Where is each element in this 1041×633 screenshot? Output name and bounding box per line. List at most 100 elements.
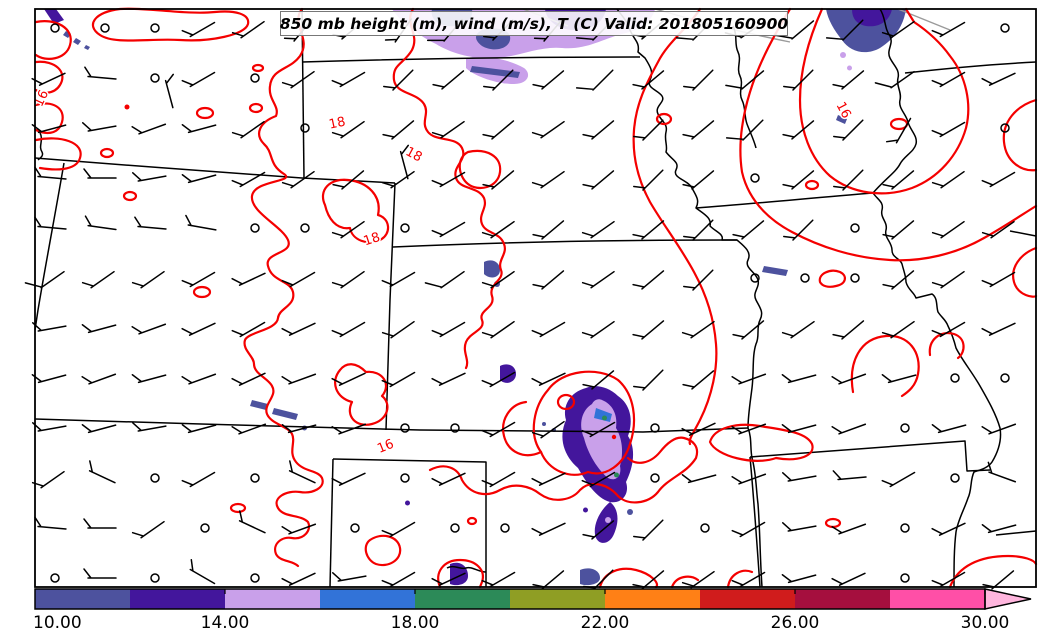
barb-glyph — [431, 171, 466, 188]
wind-barb — [981, 271, 1016, 288]
temp-contour-oval — [229, 502, 247, 514]
barb-glyph — [581, 421, 616, 438]
wind-barb — [181, 71, 216, 88]
barb-glyph — [981, 523, 1017, 534]
wind-barb — [131, 323, 167, 335]
calm-wind-circle — [700, 523, 710, 533]
temp-contour — [1012, 246, 1038, 298]
barb-glyph — [782, 522, 817, 532]
wind-barb — [300, 223, 310, 233]
barb-glyph — [31, 470, 65, 489]
wind-barb — [81, 270, 115, 289]
barb-glyph — [432, 70, 465, 90]
barb-glyph — [481, 421, 516, 438]
temp-contour — [850, 334, 920, 398]
state-border — [34, 157, 396, 184]
wind-barb — [783, 219, 814, 241]
map-frame-rect — [34, 8, 1037, 588]
barb-glyph — [782, 120, 815, 140]
river-border — [37, 132, 44, 161]
barb-glyph — [832, 70, 865, 90]
map-frame — [34, 8, 1037, 588]
barb-glyph — [181, 322, 216, 336]
barb-glyph — [882, 270, 915, 290]
precip-blob — [581, 399, 623, 480]
wind-barb — [450, 423, 460, 433]
barb-glyph — [931, 423, 967, 434]
barb-glyph — [682, 370, 715, 390]
barb-glyph — [831, 523, 867, 535]
barb-glyph — [682, 170, 715, 190]
wind-barb — [700, 523, 710, 533]
barb-glyph — [885, 117, 912, 144]
temp-contour — [392, 7, 506, 370]
barb-glyph — [82, 122, 117, 132]
barb-glyph — [83, 568, 117, 579]
barb-glyph — [331, 71, 366, 88]
wind-barb — [981, 220, 1015, 239]
wind-barb — [300, 123, 310, 133]
barb-glyph — [683, 219, 714, 241]
barb-glyph — [632, 270, 665, 290]
wind-barb — [231, 20, 265, 39]
precip-blob — [272, 408, 298, 420]
barb-glyph — [331, 220, 365, 239]
wind-barb — [83, 518, 117, 529]
wind-barb — [481, 270, 515, 289]
barb-glyph — [481, 471, 516, 488]
barb-glyph — [231, 272, 266, 286]
barb-glyph — [231, 171, 266, 188]
wind-barb — [682, 120, 715, 140]
calm-wind-circle — [400, 423, 410, 433]
barb-glyph — [181, 71, 216, 88]
barb-glyph — [881, 20, 915, 39]
wind-barb — [381, 521, 416, 538]
precip-blob — [847, 65, 852, 71]
barb-glyph — [531, 420, 565, 439]
temp-contour-oval — [655, 112, 673, 126]
wind-barb — [238, 510, 266, 534]
barb-glyph — [331, 270, 365, 289]
barb-glyph — [231, 372, 266, 386]
barb-glyph — [431, 221, 466, 238]
colorbar-tick-label: 22.00 — [581, 613, 630, 633]
state-border — [385, 182, 396, 431]
wind-barb — [931, 21, 966, 38]
barb-glyph — [931, 522, 966, 536]
calm-wind-circle — [850, 223, 860, 233]
graticule-line — [897, 8, 951, 31]
barb-glyph — [132, 172, 167, 182]
calm-wind-circle — [300, 223, 310, 233]
colorbar-tick-label: 14.00 — [201, 613, 250, 633]
wind-barb — [281, 423, 317, 434]
temp-contour — [322, 178, 390, 244]
temp-contour-oval — [556, 393, 576, 411]
barb-glyph — [681, 570, 715, 589]
state-border — [904, 61, 1037, 74]
wind-barb — [132, 422, 167, 432]
barb-glyph — [231, 20, 265, 39]
temp-contour-oval — [248, 102, 264, 114]
calm-wind-circle — [750, 273, 760, 283]
wind-barb — [281, 170, 315, 189]
barb-glyph — [481, 320, 515, 339]
state-border — [392, 239, 738, 248]
barb-glyph — [81, 423, 117, 434]
wind-barb — [582, 370, 615, 390]
wind-barb — [781, 320, 815, 339]
barb-glyph — [781, 320, 815, 339]
calm-wind-circle — [150, 23, 160, 33]
wind-barb — [831, 523, 867, 535]
wind-barb — [782, 522, 817, 532]
wind-barb — [532, 270, 565, 290]
state-border — [34, 162, 65, 331]
state-border — [329, 458, 334, 588]
temp-contour — [502, 400, 543, 457]
wind-barb — [181, 123, 217, 134]
wind-barb — [531, 472, 566, 486]
wind-barb — [831, 572, 866, 586]
temp-contour — [818, 269, 846, 288]
calm-wind-circle — [1000, 373, 1010, 383]
wind-barb — [987, 461, 1017, 483]
wind-barb — [481, 421, 516, 438]
